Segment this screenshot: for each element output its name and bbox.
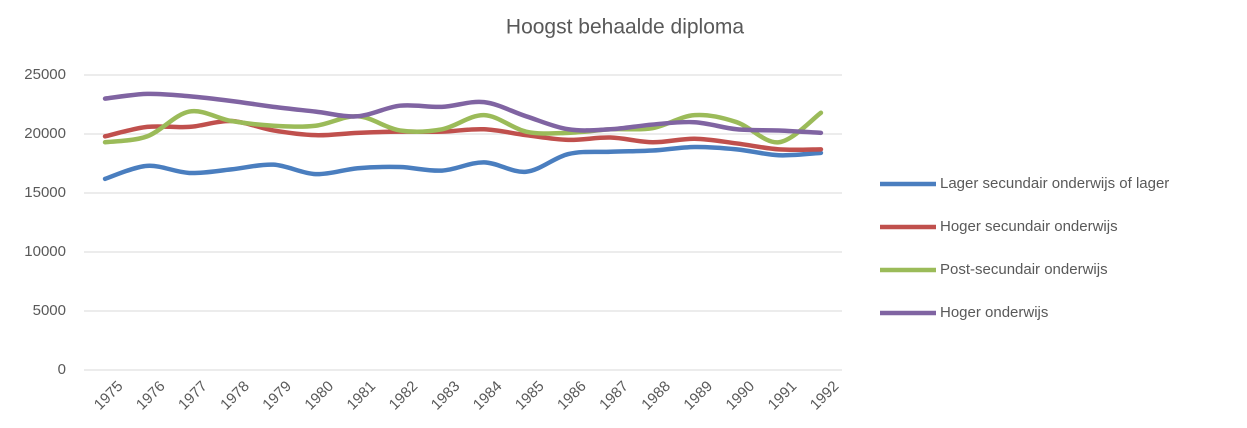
x-tick-label: 1987 [596,378,632,414]
x-tick-label: 1985 [512,378,548,414]
x-tick-label: 1978 [217,378,253,414]
x-tick-label: 1979 [259,378,295,414]
y-tick-label: 5000 [33,302,66,319]
x-tick-label: 1982 [386,378,422,414]
y-tick-label: 10000 [24,243,66,260]
x-tick-label: 1990 [723,378,759,414]
x-tick-label: 1992 [807,378,843,414]
x-tick-label: 1980 [301,378,337,414]
chart-title: Hoogst behaalde diploma [506,16,744,39]
line-series [102,91,824,136]
y-tick-label: 25000 [24,66,66,83]
x-tick-label: 1976 [133,378,169,414]
legend-label: Hoger secundair onderwijs [940,218,1118,235]
line-series [102,144,824,182]
x-tick-label: 1991 [765,378,801,414]
legend-label: Hoger onderwijs [940,304,1048,321]
y-tick-label: 0 [58,361,66,378]
y-tick-label: 20000 [24,125,66,142]
x-tick-label: 1988 [638,378,674,414]
x-tick-label: 1983 [428,378,464,414]
x-tick-label: 1986 [554,378,590,414]
x-tick-label: 1981 [344,378,380,414]
x-tick-label: 1989 [680,378,716,414]
legend-label: Post-secundair onderwijs [940,261,1108,278]
line-series [102,108,824,145]
x-tick-label: 1984 [470,378,506,414]
x-tick-label: 1975 [91,378,127,414]
y-tick-label: 15000 [24,184,66,201]
legend-label: Lager secundair onderwijs of lager [940,175,1169,192]
x-tick-label: 1977 [175,378,211,414]
